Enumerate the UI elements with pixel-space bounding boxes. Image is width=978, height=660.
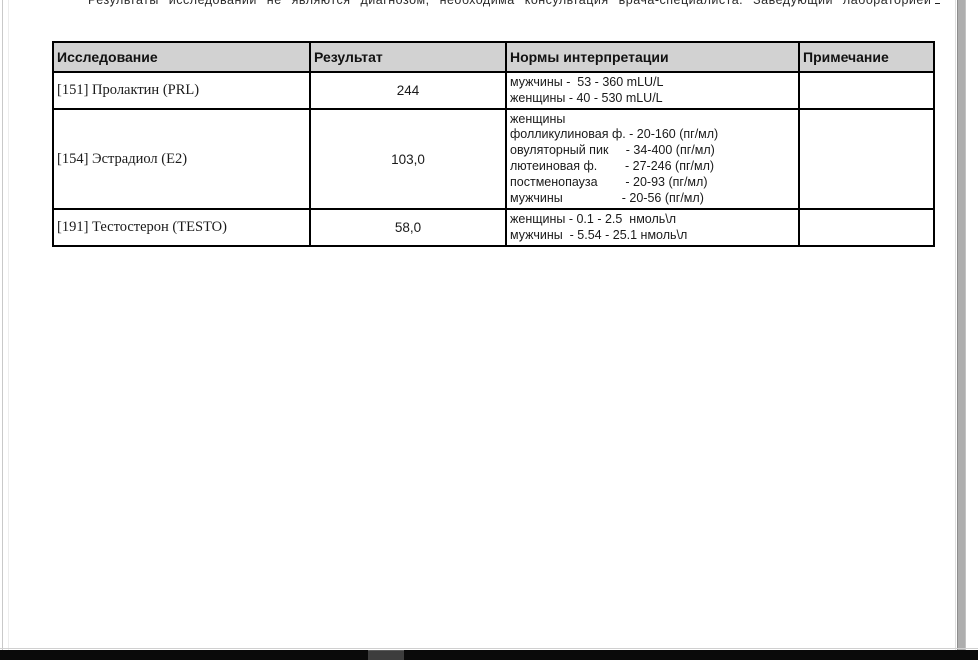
norm-line: лютеиновая ф. - 27-246 (пг/мл) bbox=[510, 159, 715, 173]
result-cell: 58,0 bbox=[309, 208, 507, 247]
results-table: Исследование Результат Нормы интерпретац… bbox=[52, 41, 935, 247]
note-cell bbox=[798, 71, 935, 110]
norm-line: мужчины - 53 - 360 mLU/L bbox=[510, 74, 664, 89]
study-cell: [154] Эстрадиол (E2) bbox=[52, 108, 311, 210]
norm-line: фолликулиновая ф. - 20-160 (пг/мл) bbox=[510, 127, 719, 142]
page-left-inner-edge-line bbox=[8, 0, 9, 650]
right-page-gutter bbox=[957, 0, 966, 652]
results-table-container: Исследование Результат Нормы интерпретац… bbox=[52, 41, 935, 247]
horizontal-scrollbar-track[interactable] bbox=[0, 650, 978, 660]
table-row-estradiol: [154] Эстрадиол (E2) 103,0 женщины фолли… bbox=[52, 108, 935, 210]
clipped-top-text-body: Результаты исследований не являются диаг… bbox=[88, 0, 932, 7]
norm-line: овуляторный пик - 34-400 (пг/мл) bbox=[510, 143, 715, 158]
clipped-top-text: Результаты исследований не являются диаг… bbox=[88, 0, 940, 8]
column-header-study: Исследование bbox=[52, 41, 311, 73]
column-header-result: Результат bbox=[309, 41, 507, 73]
norm-line: женщины - 40 - 530 mLU/L bbox=[510, 90, 663, 105]
norms-cell: женщины фолликулиновая ф. - 20-160 (пг/м… bbox=[505, 108, 800, 210]
table-row-prolactin: [151] Пролактин (PRL) 244 мужчины - 53 -… bbox=[52, 71, 935, 110]
note-cell bbox=[798, 208, 935, 247]
page-bottom-edge-line bbox=[0, 648, 978, 649]
clipped-top-text-line: Результаты исследований не являются диаг… bbox=[88, 0, 940, 8]
result-cell: 244 bbox=[309, 71, 507, 110]
signature-underline bbox=[935, 0, 940, 4]
norm-line: женщины - 0.1 - 2.5 нмоль\л bbox=[510, 211, 677, 226]
page-left-edge-line bbox=[2, 0, 3, 650]
horizontal-scrollbar-thumb[interactable] bbox=[368, 650, 404, 660]
norm-line: мужчины - 20-56 (пг/мл) bbox=[510, 190, 704, 205]
norm-line: мужчины - 5.54 - 25.1 нмоль\л bbox=[510, 227, 688, 242]
norms-cell: женщины - 0.1 - 2.5 нмоль\л мужчины - 5.… bbox=[505, 208, 800, 247]
norm-line: постменопауза - 20-93 (пг/мл) bbox=[510, 174, 708, 189]
column-header-note: Примечание bbox=[798, 41, 935, 73]
table-row-testosterone: [191] Тестостерон (TESTO) 58,0 женщины -… bbox=[52, 208, 935, 247]
table-header-row: Исследование Результат Нормы интерпретац… bbox=[52, 41, 935, 73]
study-cell: [151] Пролактин (PRL) bbox=[52, 71, 311, 110]
note-cell bbox=[798, 108, 935, 210]
norm-line: женщины bbox=[510, 111, 566, 126]
column-header-norms: Нормы интерпретации bbox=[505, 41, 800, 73]
page-right-edge-line bbox=[955, 0, 956, 660]
study-cell: [191] Тестостерон (TESTO) bbox=[52, 208, 311, 247]
result-cell: 103,0 bbox=[309, 108, 507, 210]
norms-cell: мужчины - 53 - 360 mLU/L женщины - 40 - … bbox=[505, 71, 800, 110]
